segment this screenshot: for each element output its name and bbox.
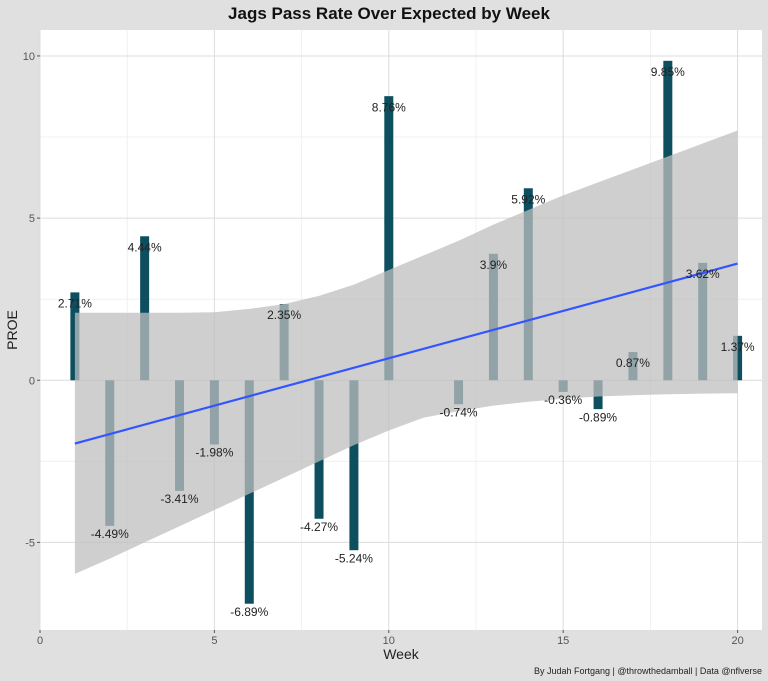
data-label: -6.89% xyxy=(230,605,268,619)
bar xyxy=(349,380,359,551)
data-label: -0.89% xyxy=(579,410,617,424)
confidence-band-group xyxy=(74,130,738,574)
data-label: -0.74% xyxy=(440,405,478,419)
y-axis-label: PROE xyxy=(4,310,20,350)
x-tick-label: 20 xyxy=(731,635,743,647)
data-label: -1.98% xyxy=(195,446,233,460)
bar xyxy=(140,236,150,381)
x-tick-label: 0 xyxy=(37,635,43,647)
data-label: -3.41% xyxy=(161,492,199,506)
trend-line-layer xyxy=(74,262,738,445)
chart-caption: By Judah Fortgang | @throwthedamball | D… xyxy=(534,666,762,676)
chart-title: Jags Pass Rate Over Expected by Week xyxy=(228,4,550,23)
y-tick-label: -5 xyxy=(25,537,35,549)
bar xyxy=(384,96,394,381)
data-label: 4.44% xyxy=(128,240,162,254)
data-label: -4.27% xyxy=(300,520,338,534)
data-label: 9.85% xyxy=(651,65,685,79)
data-label: 8.76% xyxy=(372,100,406,114)
data-label: 5.92% xyxy=(511,192,545,206)
data-label: 3.62% xyxy=(686,267,720,281)
data-label: 1.37% xyxy=(721,340,755,354)
trend-line xyxy=(74,262,738,445)
x-axis-label: Week xyxy=(383,646,420,662)
data-label: 2.71% xyxy=(58,297,92,311)
data-label: -5.24% xyxy=(335,551,373,565)
y-tick-label: 10 xyxy=(23,51,35,63)
data-label: 0.87% xyxy=(616,356,650,370)
confidence-band xyxy=(74,130,738,574)
x-tick-label: 15 xyxy=(557,635,569,647)
bar xyxy=(70,292,80,381)
data-label-layer: 2.71% -4.49% 4.44% -3.41% -1.98% -6.89% 2.35% -… xyxy=(58,65,755,619)
data-label: 3.9% xyxy=(480,258,508,272)
y-tick-label: 0 xyxy=(29,375,35,387)
x-tick-label: 5 xyxy=(211,635,217,647)
tick-layer: 0 5 10 15 20 -5 0 5 10 xyxy=(23,51,744,647)
data-label: -4.49% xyxy=(91,527,129,541)
x-tick-label: 10 xyxy=(383,635,395,647)
y-tick-label: 5 xyxy=(29,213,35,225)
data-label: -0.36% xyxy=(544,393,582,407)
data-label: 2.35% xyxy=(267,308,301,322)
